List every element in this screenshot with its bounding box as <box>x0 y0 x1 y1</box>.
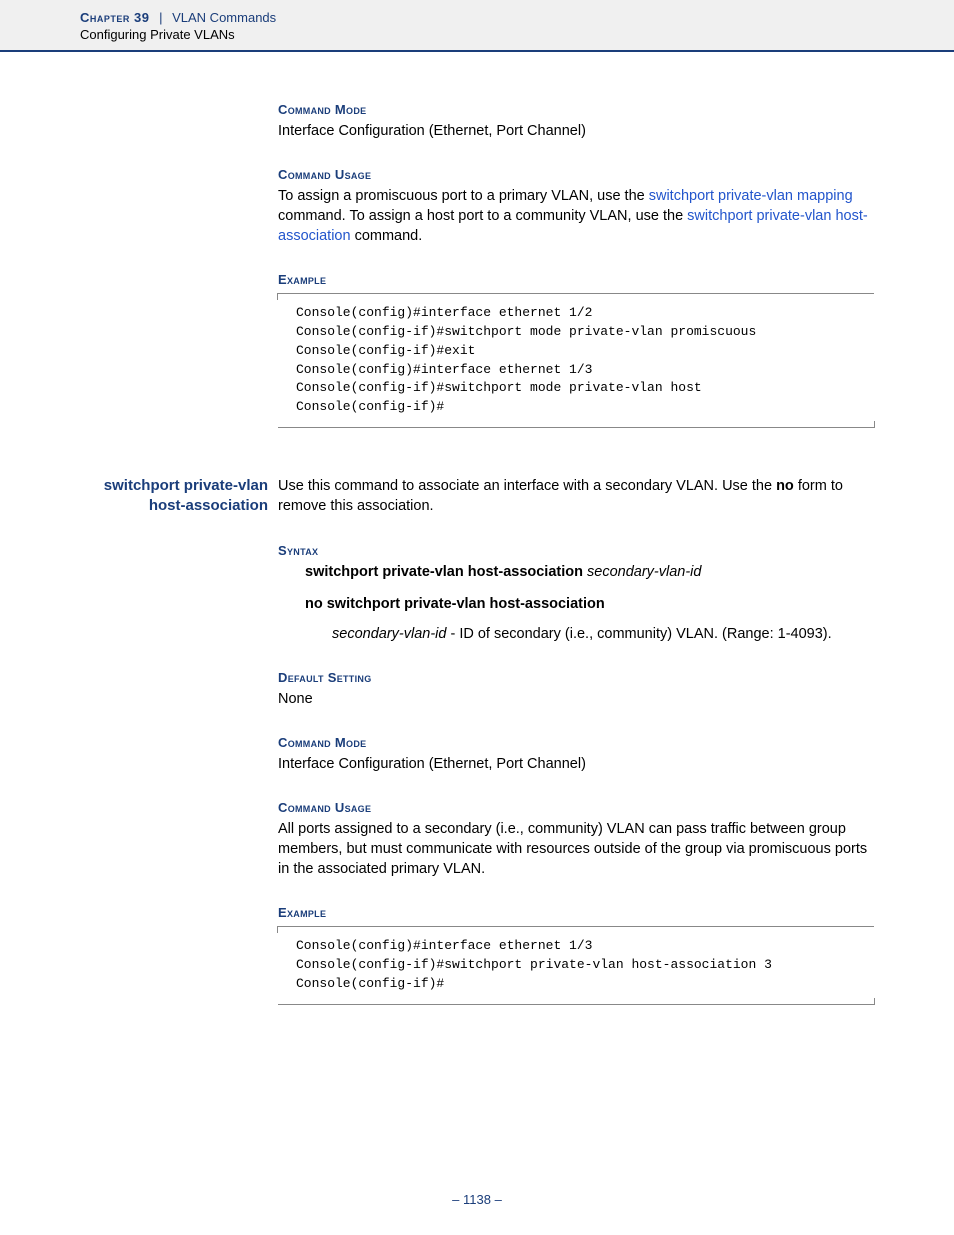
header-subtitle: Configuring Private VLANs <box>80 27 954 42</box>
page-header: Chapter 39 | VLAN Commands Configuring P… <box>0 0 954 52</box>
command-section: switchport private-vlan host-association… <box>80 476 874 517</box>
command-usage-text: To assign a promiscuous port to a primar… <box>278 186 874 246</box>
page-number: – 1138 – <box>0 1192 954 1207</box>
link-switchport-mapping[interactable]: switchport private-vlan mapping <box>649 188 853 204</box>
example-heading: Example <box>278 905 874 920</box>
syntax-heading: Syntax <box>278 543 874 558</box>
command-usage-heading: Command Usage <box>278 800 874 815</box>
example-heading: Example <box>278 272 874 287</box>
syntax-italic: secondary-vlan-id <box>587 564 701 580</box>
header-line-1: Chapter 39 | VLAN Commands <box>80 10 954 25</box>
example-code-block: Console(config)#interface ethernet 1/2 C… <box>278 293 874 428</box>
chapter-label: Chapter 39 <box>80 10 149 25</box>
example-code-block: Console(config)#interface ethernet 1/3 C… <box>278 926 874 1005</box>
param-name: secondary-vlan-id <box>332 626 446 642</box>
command-mode-heading: Command Mode <box>278 735 874 750</box>
command-name: switchport private-vlan host-association <box>80 476 278 517</box>
desc-bold: no <box>776 478 794 494</box>
default-setting-heading: Default Setting <box>278 670 874 685</box>
desc-pre: Use this command to associate an interfa… <box>278 478 776 494</box>
syntax-bold: no switchport private-vlan host-associat… <box>305 596 605 612</box>
syntax-bold: switchport private-vlan host-association <box>305 564 583 580</box>
usage-text-pre: To assign a promiscuous port to a primar… <box>278 188 649 204</box>
chapter-title: VLAN Commands <box>172 10 276 25</box>
parameter-description: secondary-vlan-id - ID of secondary (i.e… <box>332 624 874 644</box>
usage-text-mid: command. To assign a host port to a comm… <box>278 208 687 224</box>
usage-text-post: command. <box>351 228 423 244</box>
header-separator: | <box>159 10 162 25</box>
command-mode-heading: Command Mode <box>278 102 874 117</box>
command-usage-text: All ports assigned to a secondary (i.e.,… <box>278 819 874 879</box>
command-mode-text: Interface Configuration (Ethernet, Port … <box>278 754 874 774</box>
syntax-line-1: switchport private-vlan host-association… <box>305 562 874 582</box>
page-content: Command Mode Interface Configuration (Et… <box>0 52 954 1005</box>
default-setting-text: None <box>278 689 874 709</box>
command-description: Use this command to associate an interfa… <box>278 476 874 517</box>
param-text: - ID of secondary (i.e., community) VLAN… <box>446 626 831 642</box>
command-mode-text: Interface Configuration (Ethernet, Port … <box>278 121 874 141</box>
syntax-line-2: no switchport private-vlan host-associat… <box>305 594 874 614</box>
command-usage-heading: Command Usage <box>278 167 874 182</box>
